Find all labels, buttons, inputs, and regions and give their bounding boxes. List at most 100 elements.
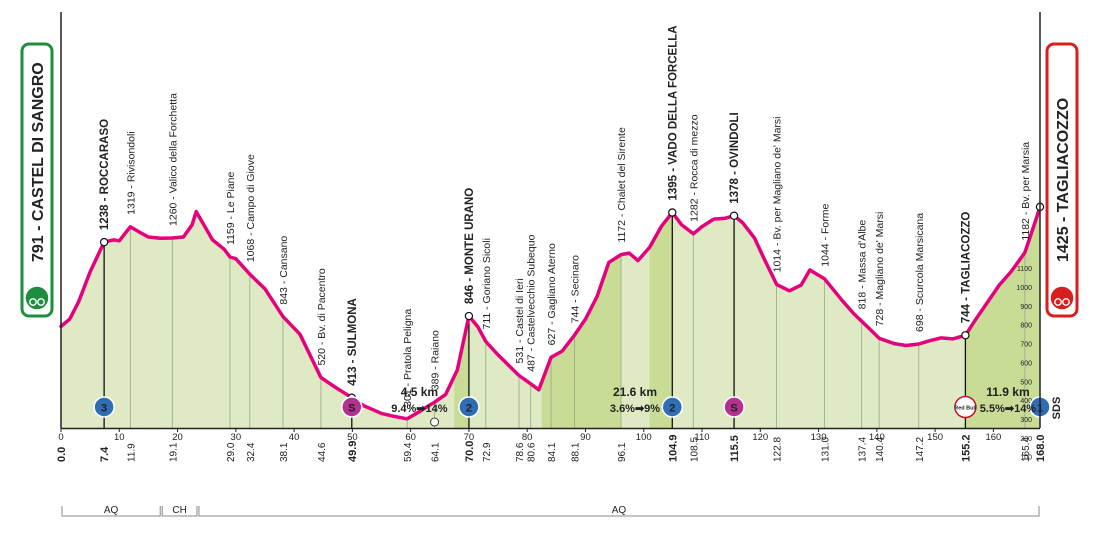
waypoint-label: 1044 - Forme [819, 204, 831, 267]
x-tick-label: 150 [927, 432, 943, 443]
intermediate-marker [430, 417, 440, 427]
climb-category-label: 2 [466, 403, 472, 415]
climb-category-label: 2 [669, 403, 675, 415]
x-tick-label: 80 [522, 432, 533, 443]
waypoint-label: 1172 - Chalet del Sirente [616, 127, 628, 243]
waypoint-label: 744 - Secinaro [569, 255, 581, 323]
y-tick-label: 600 [1020, 360, 1032, 367]
km-label: 49.9 [347, 441, 359, 462]
climb-shading [965, 206, 1040, 428]
y-tick-label: 900 [1020, 304, 1032, 311]
km-label: 11.9 [126, 443, 137, 462]
region-bracket [198, 506, 1040, 517]
region-label: AQ [104, 505, 119, 516]
start-box [20, 42, 54, 318]
km-label: 168.0 [1035, 434, 1047, 462]
sprint-marker [341, 396, 363, 418]
y-tick-label: 400 [1020, 398, 1032, 405]
waypoint-dot [99, 237, 109, 247]
km-label: 131.0 [820, 437, 831, 462]
start-label: 791 - CASTEL DI SANGRO [30, 62, 47, 262]
x-tick-label: 100 [636, 432, 652, 443]
km-label: 78.6 [515, 442, 526, 462]
climb-category-marker [661, 396, 684, 418]
km-label: 155.2 [960, 434, 972, 462]
climb-category-marker [458, 396, 480, 418]
km-label: 19.1 [168, 442, 179, 462]
km-label: 88.1 [570, 442, 581, 462]
x-tick-label: 90 [580, 432, 591, 443]
y-tick-label: 200 [1020, 436, 1032, 443]
waypoint-label: 744 - TAGLIACOZZO [960, 212, 972, 324]
y-tick-label: 1000 [1016, 285, 1032, 292]
waypoint-label: 520 - Bv. di Pacentro [316, 268, 328, 365]
x-tick-label: 160 [985, 432, 1001, 443]
region-bracket [161, 506, 198, 517]
waypoint-label: 1260 - Valico della Forchetta [167, 93, 179, 226]
start-icon-wheel [37, 298, 45, 306]
x-axis: 0 10 20 30 40 50 60 70 80 90 100 110 120 130 140 150 160 [58, 12, 1041, 443]
x-tick-label: 130 [811, 432, 827, 443]
start-icon [24, 285, 50, 311]
climb-gradient: 5.5%➡14% [980, 403, 1037, 415]
climb-category-marker [93, 396, 115, 418]
km-label: 64.1 [431, 442, 442, 462]
km-label: 0.0 [56, 447, 68, 462]
x-tick-label: 40 [289, 432, 300, 443]
climb-distance: 21.6 km [613, 385, 657, 399]
waypoint-label: 1014 - Bv. per Magliano de' Marsi [772, 116, 784, 272]
y-tick-label: 100 [1020, 455, 1032, 462]
km-label: 32.4 [246, 442, 257, 462]
sprint-label: S [730, 403, 737, 415]
waypoint-label: 728 - Magliano de' Marsi [874, 212, 886, 327]
x-tick-label: 70 [464, 432, 475, 443]
waypoint-dot [961, 331, 970, 340]
waypoint-dot [729, 211, 739, 220]
waypoint-label: 843 - Cansano [278, 236, 290, 305]
region-bracket [61, 506, 161, 517]
climb-shading [541, 254, 621, 428]
km-label: 84.1 [547, 442, 558, 462]
x-tick-label: 60 [405, 432, 416, 443]
finish-box [1045, 42, 1079, 318]
climb-markers: 3221SS4.5 km9.4%➡14%21.6 km3.6%➡9%11.9 k… [93, 385, 1063, 427]
finish-icon [1049, 285, 1075, 311]
waypoint-label: 818 - Massa d'Albe [857, 220, 869, 310]
y-tick-label: 500 [1020, 379, 1032, 386]
y-tick-label: 800 [1020, 323, 1032, 330]
climb-gradient: 9.4%➡14% [391, 403, 448, 415]
waypoint-label: 1395 - VADO DELLA FORCELLA [667, 25, 679, 200]
y-tick-label: 700 [1020, 342, 1032, 349]
waypoint-label: 1182 - Bv. per Marsia [1020, 142, 1032, 241]
km-label: 80.6 [527, 442, 538, 462]
redbull-kom-marker [954, 395, 977, 419]
y-tick-label: 1100 [1017, 266, 1032, 273]
waypoint-dot [464, 311, 474, 321]
profile-line [59, 205, 1042, 421]
region-label: AQ [612, 505, 627, 516]
climb-gradient: 3.6%➡9% [610, 403, 660, 415]
waypoint-label: 1068 - Campo di Giove [245, 154, 257, 262]
km-label: 44.6 [317, 442, 328, 462]
sprint-marker [723, 396, 745, 418]
climb-category-label: 3 [101, 403, 107, 415]
km-label: 108.5 [689, 437, 700, 462]
waypoint-label: 301 - Pratola Peligna [402, 309, 414, 407]
waypoint-label: 846 - MONTE URANO [464, 188, 476, 304]
climb-distance: 4.5 km [401, 385, 438, 399]
finish-icon-wheel [1054, 298, 1062, 306]
x-tick-label: 0 [58, 432, 63, 443]
sprint-label: S [348, 403, 355, 415]
waypoint-label: 531 - Castel di Ieri [514, 278, 526, 363]
waypoint-label: 711 - Goriano Sicoli [481, 238, 493, 329]
km-label: 122.8 [773, 437, 784, 462]
endpoint-labels: 791 - CASTEL DI SANGRO 1425 - TAGLIACOZZO [20, 42, 1079, 318]
km-label: 7.4 [99, 446, 111, 462]
waypoint-label: 698 - Scurcola Marsicana [914, 213, 926, 332]
km-label: 96.1 [617, 442, 628, 462]
climb-distance: 11.9 km [986, 385, 1029, 399]
regions-bar: AQ CH AQ [61, 505, 1040, 517]
x-tick-label: 50 [347, 432, 358, 443]
climb-shading [649, 212, 673, 428]
